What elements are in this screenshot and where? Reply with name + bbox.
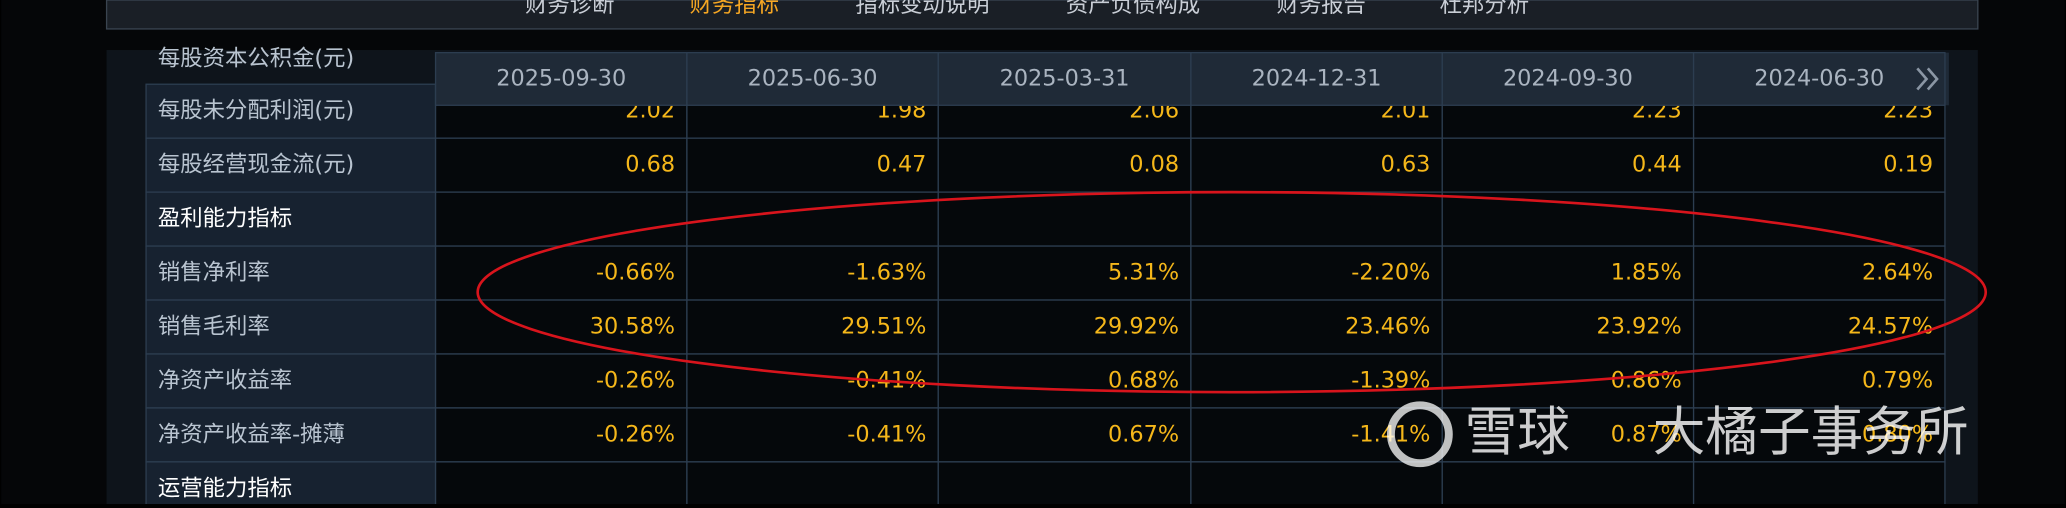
value-cell [1441, 407, 1695, 463]
cell-value: -1.63% [847, 260, 926, 286]
cell-value: 5.31% [1108, 260, 1179, 286]
value-cell [1190, 191, 1443, 247]
header-date: 2024-09-30 [1503, 65, 1633, 91]
section-label: 盈利能力指标 [158, 206, 292, 232]
value-cell [434, 191, 688, 247]
row-label: 每股资本公积金(元) [158, 46, 354, 72]
cell-value: 0.68 [625, 152, 675, 178]
cell-value: 30.58% [590, 314, 675, 340]
value-cell [434, 461, 688, 508]
value-cell [686, 137, 939, 193]
cell-value: -0.41% [847, 421, 926, 447]
cell-value: 1.85% [1611, 260, 1682, 286]
header-cell [686, 51, 939, 106]
cell-value: -2.20% [1351, 260, 1430, 286]
cell-value: 0.80% [1862, 421, 1933, 447]
value-cell [1692, 299, 1946, 355]
header-cell [937, 51, 1192, 106]
value-cell [937, 137, 1192, 193]
cell-value: 0.68% [1108, 367, 1179, 393]
nav-tab[interactable]: 资产负债构成 [1066, 0, 1200, 18]
cell-value: -0.66% [596, 260, 675, 286]
value-cell [434, 353, 688, 409]
header-cell [434, 51, 688, 106]
row-label: 净资产收益率-摊薄 [158, 421, 345, 447]
cell-value: 0.44 [1632, 152, 1682, 178]
value-cell [1692, 461, 1946, 508]
label-cell [145, 245, 437, 301]
cell-value: 29.51% [841, 314, 926, 340]
value-cell [1190, 137, 1443, 193]
value-cell [686, 299, 939, 355]
cell-value: 0.79% [1862, 367, 1933, 393]
cell-value: 24.57% [1848, 314, 1933, 340]
header-date: 2024-06-30 [1754, 65, 1884, 91]
value-cell [686, 191, 939, 247]
watermark-logo [1386, 401, 1453, 468]
value-cell [1190, 299, 1443, 355]
annotation-ellipse [476, 190, 1988, 394]
row-label: 销售毛利率 [158, 314, 270, 340]
value-cell [1441, 137, 1695, 193]
cell-value: 0.87% [1611, 421, 1682, 447]
watermark-author: 大橘子事务所 [1653, 402, 1969, 463]
value-cell [937, 353, 1192, 409]
header-date: 2025-09-30 [496, 65, 626, 91]
value-cell [686, 461, 939, 508]
header-date: 2025-03-31 [1000, 65, 1130, 91]
cell-value: -0.26% [596, 421, 675, 447]
nav-tab[interactable]: 指标变动说明 [855, 0, 989, 18]
value-cell [1441, 299, 1695, 355]
section-label: 运营能力指标 [158, 475, 292, 501]
row-label: 销售净利率 [158, 260, 270, 286]
next-arrow[interactable] [1916, 67, 1939, 91]
value-cell [434, 407, 688, 463]
cell-value: 0.67% [1108, 421, 1179, 447]
cell-value: 2.64% [1862, 260, 1933, 286]
value-cell [1692, 191, 1946, 247]
value-cell [937, 407, 1192, 463]
value-cell [1692, 137, 1946, 193]
row-label: 每股经营现金流(元) [158, 152, 354, 178]
row-label: 净资产收益率 [158, 367, 292, 393]
watermark-brand: 雪球 [1465, 402, 1570, 463]
cell-value: 23.92% [1596, 314, 1681, 340]
value-cell [1441, 461, 1695, 508]
label-cell [145, 191, 437, 247]
nav-tab[interactable]: 财务指标 [690, 0, 779, 18]
cell-value: 0.08 [1129, 152, 1179, 178]
cell-value: 0.86% [1611, 367, 1682, 393]
cell-value: 29.92% [1094, 314, 1179, 340]
header-cell [1692, 51, 1946, 106]
cell-value: -0.26% [596, 367, 675, 393]
label-cell [145, 407, 437, 463]
header-date: 2024-12-31 [1252, 65, 1382, 91]
value-cell [937, 245, 1192, 301]
cell-value: 0.19 [1883, 152, 1933, 178]
label-cell [145, 137, 437, 193]
cell-value: 0.47 [877, 152, 927, 178]
nav-tab[interactable]: 财务报告 [1276, 0, 1365, 18]
nav-tab[interactable]: 财务诊断 [525, 0, 614, 18]
value-cell [686, 245, 939, 301]
value-cell [937, 461, 1192, 508]
value-cell [1441, 191, 1695, 247]
value-cell [1190, 245, 1443, 301]
cell-value: 23.46% [1345, 314, 1430, 340]
value-cell [937, 191, 1192, 247]
value-cell [1190, 461, 1443, 508]
row-label: 每股未分配利润(元) [158, 98, 354, 124]
nav-bar [105, 0, 1979, 30]
header-cell [1441, 51, 1695, 106]
label-cell [145, 299, 437, 355]
cell-value: 0.63 [1381, 152, 1431, 178]
nav-tab[interactable]: 杜邦分析 [1440, 0, 1529, 18]
label-cell [145, 461, 437, 508]
header-date: 2025-06-30 [748, 65, 878, 91]
value-cell [434, 137, 688, 193]
